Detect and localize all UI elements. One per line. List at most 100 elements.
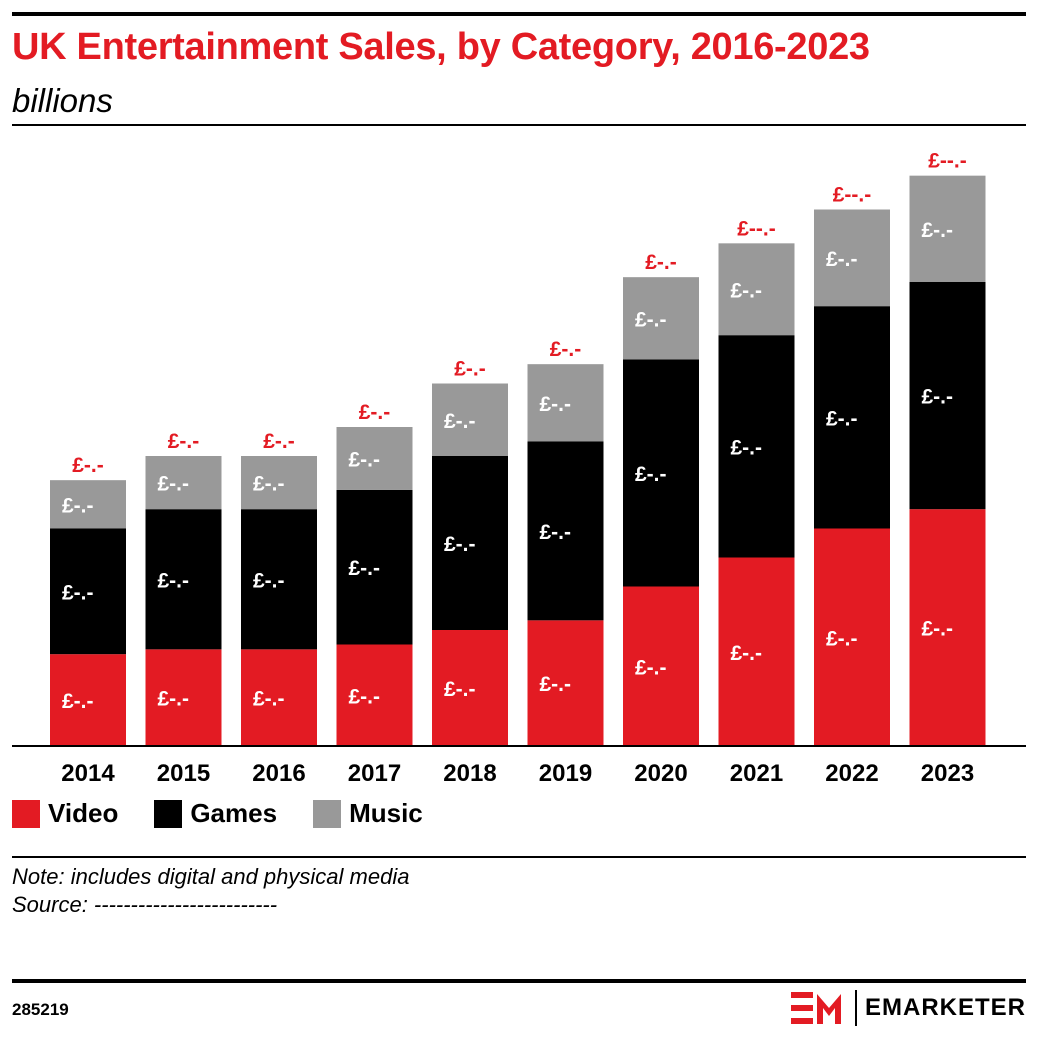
segment-label-music-2019: £-.-	[540, 393, 572, 416]
segment-label-games-2018: £-.-	[444, 533, 476, 556]
segment-label-games-2017: £-.-	[349, 557, 381, 580]
total-label-2018: £-.-	[454, 358, 486, 381]
bar-music-2018	[432, 383, 508, 456]
stacked-bar-chart: £-.- £-.- £-.- £-.- 2014 £-.- £-.- £-.- £-.- 2015…	[12, 150, 1026, 787]
title-rule	[12, 124, 1026, 126]
bar-video-2023	[909, 509, 986, 746]
bar-music-2015	[145, 456, 222, 510]
total-label-2014: £-.-	[72, 454, 104, 477]
segment-label-video-2021: £-.-	[731, 642, 763, 665]
bar-games-2020	[623, 359, 699, 587]
bar-games-2023	[909, 282, 986, 510]
segment-label-music-2020: £-.-	[635, 308, 667, 331]
legend-swatch-music	[313, 799, 342, 828]
bar-games-2019	[527, 441, 604, 621]
bar-video-2017	[336, 644, 413, 746]
bar-games-2021	[718, 335, 795, 558]
segment-label-video-2019: £-.-	[540, 673, 572, 696]
bar-games-2017	[336, 489, 413, 645]
x-tick-label-2020: 2020	[634, 760, 687, 787]
total-label-2023: £--.-	[928, 150, 967, 173]
bar-games-2014	[50, 528, 126, 655]
x-tick-label-2015: 2015	[157, 760, 210, 787]
legend-label-music: Music	[349, 798, 423, 828]
total-label-2020: £-.-	[645, 251, 677, 274]
chart-id: 285219	[12, 1000, 69, 1019]
segment-label-video-2014: £-.-	[62, 690, 94, 713]
bar-video-2014	[50, 654, 126, 746]
bar-music-2016	[241, 456, 317, 510]
legend-swatch-video	[12, 799, 40, 828]
segment-label-video-2017: £-.-	[349, 685, 381, 708]
x-tick-label-2022: 2022	[825, 760, 878, 787]
chart-subtitle: billions	[12, 82, 113, 119]
bar-music-2014	[50, 480, 126, 529]
emarketer-logo-icon	[790, 992, 841, 1024]
segment-label-music-2015: £-.-	[158, 473, 190, 496]
segment-label-games-2019: £-.-	[540, 521, 572, 544]
chart-title: UK Entertainment Sales, by Category, 201…	[12, 26, 870, 68]
bar-video-2021	[718, 557, 795, 746]
legend: Video Games Music	[12, 798, 459, 829]
x-tick-label-2016: 2016	[252, 760, 305, 787]
legend-item-games: Games	[154, 798, 277, 829]
segment-label-games-2022: £-.-	[826, 407, 858, 430]
segment-label-video-2023: £-.-	[922, 618, 954, 641]
brand-name: EMARKETER	[864, 994, 1026, 1021]
bar-music-2019	[527, 364, 604, 442]
bar-games-2018	[432, 456, 508, 630]
x-tick-label-2019: 2019	[539, 760, 592, 787]
bar-music-2022	[814, 209, 890, 307]
x-tick-label-2018: 2018	[443, 760, 496, 787]
segment-label-games-2023: £-.-	[922, 386, 954, 409]
segment-label-music-2014: £-.-	[62, 494, 94, 517]
segment-label-video-2018: £-.-	[444, 678, 476, 701]
bar-music-2023	[909, 175, 986, 282]
bar-music-2021	[718, 243, 795, 336]
total-label-2022: £--.-	[833, 184, 872, 207]
bar-games-2015	[145, 509, 222, 650]
legend-item-video: Video	[12, 798, 118, 829]
chart-source: Source: -------------------------	[12, 892, 278, 917]
segment-label-video-2020: £-.-	[635, 656, 667, 679]
segment-label-music-2022: £-.-	[826, 248, 858, 271]
legend-swatch-games	[154, 799, 183, 828]
total-label-2016: £-.-	[263, 430, 295, 453]
top-rule	[12, 12, 1026, 16]
segment-label-video-2015: £-.-	[158, 688, 190, 711]
total-label-2017: £-.-	[359, 401, 391, 424]
bar-video-2019	[527, 620, 604, 746]
segment-label-video-2022: £-.-	[826, 627, 858, 650]
legend-item-music: Music	[313, 798, 423, 829]
segment-label-games-2015: £-.-	[158, 569, 190, 592]
x-tick-label-2023: 2023	[921, 760, 974, 787]
total-label-2019: £-.-	[550, 338, 582, 361]
bar-music-2020	[623, 277, 699, 360]
total-label-2021: £--.-	[737, 217, 776, 240]
bar-games-2022	[814, 306, 890, 529]
total-label-2015: £-.-	[168, 430, 200, 453]
x-tick-label-2021: 2021	[730, 760, 783, 787]
note-rule	[12, 856, 1026, 858]
chart-note: Note: includes digital and physical medi…	[12, 864, 410, 889]
bar-video-2020	[623, 586, 699, 746]
brand-logo: EMARKETER	[790, 990, 1026, 1026]
legend-label-video: Video	[48, 798, 119, 828]
footer-rule	[12, 979, 1026, 983]
segment-label-music-2023: £-.-	[922, 219, 954, 242]
bar-games-2016	[241, 509, 317, 650]
legend-label-games: Games	[190, 798, 278, 828]
brand-separator	[854, 990, 857, 1026]
bar-video-2018	[432, 630, 508, 746]
segment-label-video-2016: £-.-	[253, 688, 285, 711]
bar-music-2017	[336, 427, 413, 490]
segment-label-music-2016: £-.-	[253, 473, 285, 496]
segment-label-games-2020: £-.-	[635, 463, 667, 486]
segment-label-music-2021: £-.-	[731, 279, 763, 302]
segment-label-games-2021: £-.-	[731, 436, 763, 459]
bar-video-2016	[241, 649, 317, 746]
bar-video-2022	[814, 528, 890, 746]
segment-label-music-2018: £-.-	[444, 410, 476, 433]
bar-video-2015	[145, 649, 222, 746]
x-tick-label-2017: 2017	[348, 760, 401, 787]
